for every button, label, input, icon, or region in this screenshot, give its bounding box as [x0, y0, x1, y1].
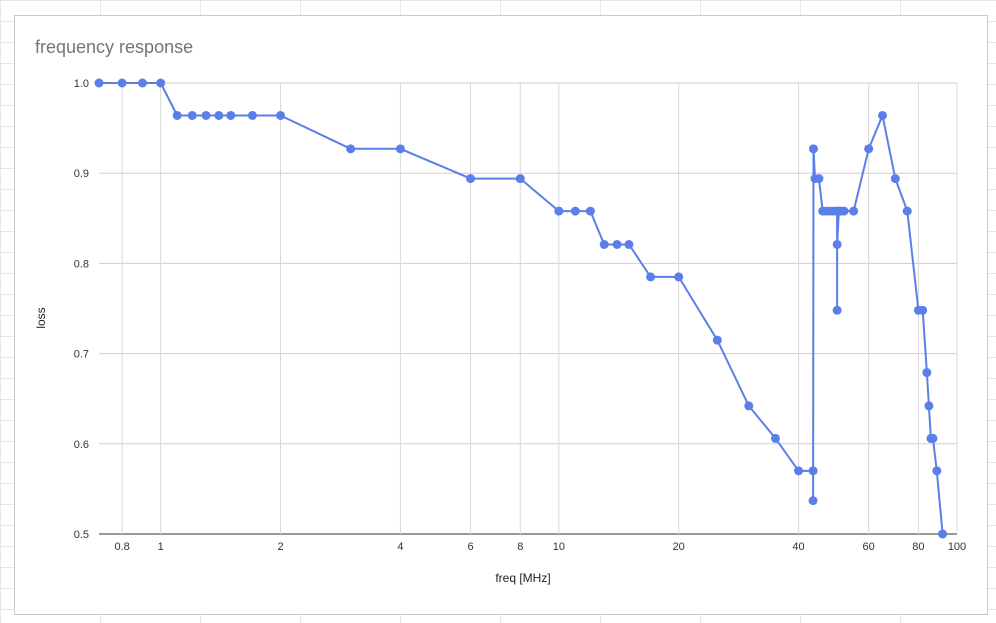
data-point[interactable] [928, 433, 938, 443]
y-tick-label: 0.7 [74, 349, 89, 361]
data-point[interactable] [137, 78, 147, 88]
data-point[interactable] [902, 206, 912, 216]
data-point[interactable] [712, 335, 722, 345]
data-point[interactable] [832, 239, 842, 249]
data-point[interactable] [612, 239, 622, 249]
data-point[interactable] [585, 206, 595, 216]
data-point[interactable] [878, 110, 888, 120]
data-point[interactable] [849, 206, 859, 216]
y-tick-label: 1.0 [74, 78, 89, 90]
data-point[interactable] [932, 466, 942, 476]
y-tick-label: 0.5 [74, 529, 89, 541]
data-point[interactable] [808, 144, 818, 154]
data-point[interactable] [156, 78, 166, 88]
data-point[interactable] [466, 174, 476, 184]
data-point[interactable] [226, 110, 236, 120]
data-point[interactable] [187, 110, 197, 120]
data-point[interactable] [839, 206, 849, 216]
data-point[interactable] [172, 110, 182, 120]
x-tick-label: 2 [277, 541, 283, 553]
x-tick-label: 8 [517, 541, 523, 553]
data-point[interactable] [554, 206, 564, 216]
data-point[interactable] [814, 174, 824, 184]
x-tick-label: 40 [792, 541, 804, 553]
data-point[interactable] [808, 496, 818, 506]
data-point[interactable] [515, 174, 525, 184]
data-point[interactable] [770, 433, 780, 443]
data-point[interactable] [570, 206, 580, 216]
data-point[interactable] [674, 272, 684, 282]
data-point[interactable] [922, 368, 932, 378]
x-tick-label: 1 [158, 541, 164, 553]
data-point[interactable] [794, 466, 804, 476]
chart-svg: 0.50.60.70.80.91.00.8 1 2 4 6 8 10 20 40 60 80 100 … [34, 37, 966, 585]
data-point[interactable] [94, 78, 104, 88]
y-tick-label: 0.8 [74, 258, 89, 270]
data-point[interactable] [918, 305, 928, 315]
x-tick-label: 10 [553, 541, 565, 553]
y-tick-label: 0.9 [74, 168, 89, 180]
data-point[interactable] [938, 529, 948, 539]
x-tick-label: 20 [673, 541, 685, 553]
data-point[interactable] [924, 401, 934, 411]
chart-title: frequency response [35, 37, 193, 57]
data-point[interactable] [646, 272, 656, 282]
data-point[interactable] [599, 239, 609, 249]
data-point[interactable] [864, 144, 874, 154]
x-tick-label: 4 [397, 541, 403, 553]
data-point[interactable] [395, 144, 405, 154]
y-axis-label: loss [34, 307, 48, 328]
x-tick-label: 60 [863, 541, 875, 553]
data-point[interactable] [214, 110, 224, 120]
x-axis-label: freq [MHz] [495, 571, 550, 585]
grid-layer [99, 82, 958, 535]
x-tick-label: 6 [467, 541, 473, 553]
data-point[interactable] [247, 110, 257, 120]
data-point[interactable] [346, 144, 356, 154]
data-point[interactable] [808, 466, 818, 476]
data-point[interactable] [832, 305, 842, 315]
data-point[interactable] [744, 401, 754, 411]
data-point[interactable] [624, 239, 634, 249]
data-point[interactable] [201, 110, 211, 120]
data-point[interactable] [890, 174, 900, 184]
x-tick-label: 80 [912, 541, 924, 553]
x-tick-label: 100 [948, 541, 966, 553]
data-point[interactable] [117, 78, 127, 88]
y-tick-label: 0.6 [74, 439, 89, 451]
axis-layer: 0.5 0.6 0.7 0.8 0.9 1.0 0.8 1 2 4 6 8 10 20 40 60 80 100 [74, 78, 966, 553]
data-point[interactable] [276, 110, 286, 120]
point-layer [94, 78, 948, 539]
x-tick-label: 0.8 [114, 541, 129, 553]
chart-card[interactable]: 0.5 0.6 0.7 0.8 0.9 1.0 0.8 1 2 4 6 8 10 20 40 60 80 100 … [14, 15, 988, 615]
